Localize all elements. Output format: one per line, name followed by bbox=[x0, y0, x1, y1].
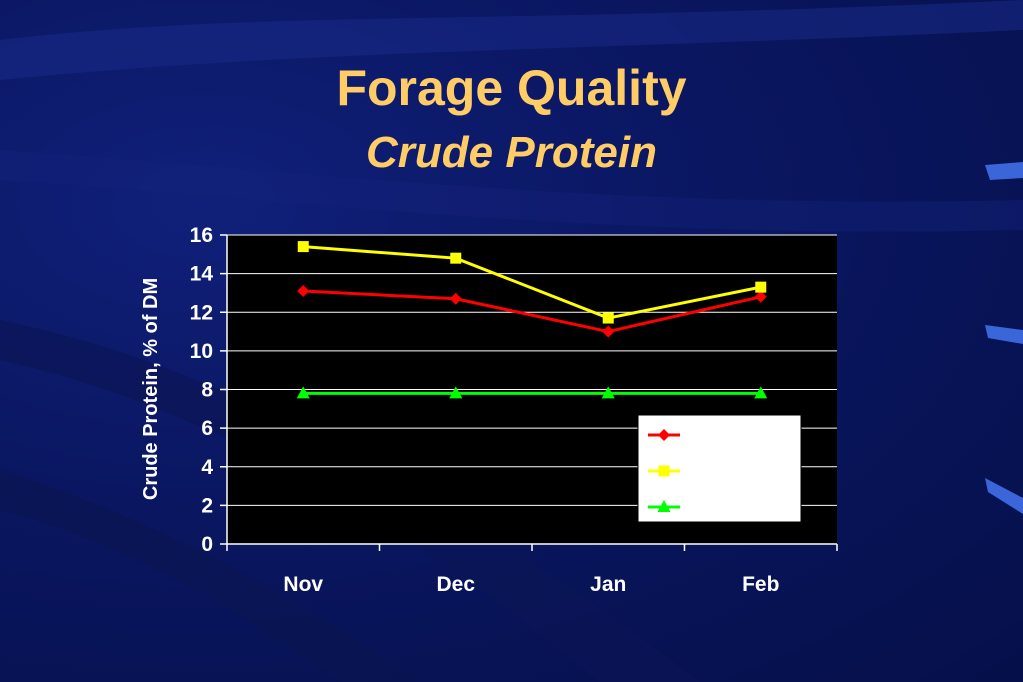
legend-marker-exp-1 bbox=[658, 429, 670, 441]
data-point-exp-2 bbox=[602, 312, 614, 324]
slide-subtitle: Crude Protein bbox=[366, 128, 657, 177]
y-tick-label: 6 bbox=[201, 417, 213, 440]
y-tick-label: 12 bbox=[190, 301, 213, 324]
y-tick-label: 2 bbox=[201, 494, 213, 517]
x-tick-label: Dec bbox=[436, 573, 475, 596]
legend-label-exp-2: Exp 2 bbox=[686, 461, 739, 483]
data-point-cow-req bbox=[601, 386, 615, 399]
x-tick-label: Jan bbox=[590, 573, 626, 596]
data-point-exp-2 bbox=[450, 252, 462, 264]
data-point-exp-1 bbox=[602, 325, 615, 338]
right-edge-accent-3 bbox=[985, 478, 1023, 514]
x-tick-label: Feb bbox=[742, 573, 779, 596]
y-tick-label: 10 bbox=[190, 340, 213, 363]
data-point-cow-req bbox=[296, 386, 310, 399]
data-point-cow-req bbox=[754, 386, 768, 399]
data-point-exp-2 bbox=[297, 241, 309, 253]
data-point-exp-1 bbox=[449, 292, 462, 305]
y-tick-label: 4 bbox=[201, 456, 213, 479]
slide-title: Forage Quality bbox=[336, 60, 687, 116]
data-point-cow-req bbox=[449, 386, 463, 399]
series-line-exp-2 bbox=[303, 245, 762, 320]
y-axis-title: Crude Protein, % of DM bbox=[140, 278, 162, 500]
y-tick-label: 14 bbox=[190, 263, 214, 286]
legend-label-cow-req: Cow Req. bbox=[686, 497, 777, 519]
series-exp-1 bbox=[297, 285, 767, 338]
data-point-exp-1 bbox=[297, 285, 310, 298]
legend-marker-cow-req bbox=[657, 500, 671, 512]
legend: Exp 1 Exp 2 Cow Req. bbox=[637, 414, 802, 523]
legend-label-exp-1: Exp 1 bbox=[686, 425, 739, 447]
data-point-exp-2 bbox=[755, 281, 767, 293]
y-tick-label: 8 bbox=[201, 379, 213, 402]
series-cow-req bbox=[296, 386, 768, 399]
right-edge-accent-2 bbox=[985, 325, 1023, 344]
x-tick-label: Nov bbox=[283, 573, 323, 596]
data-point-exp-1 bbox=[754, 290, 767, 303]
y-tick-label: 16 bbox=[190, 224, 213, 247]
series-exp-2 bbox=[297, 241, 767, 324]
y-tick-label: 0 bbox=[201, 533, 213, 556]
series-line-exp-1 bbox=[303, 289, 762, 334]
right-edge-accent-1 bbox=[985, 162, 1023, 180]
legend-marker-exp-2 bbox=[658, 465, 670, 477]
